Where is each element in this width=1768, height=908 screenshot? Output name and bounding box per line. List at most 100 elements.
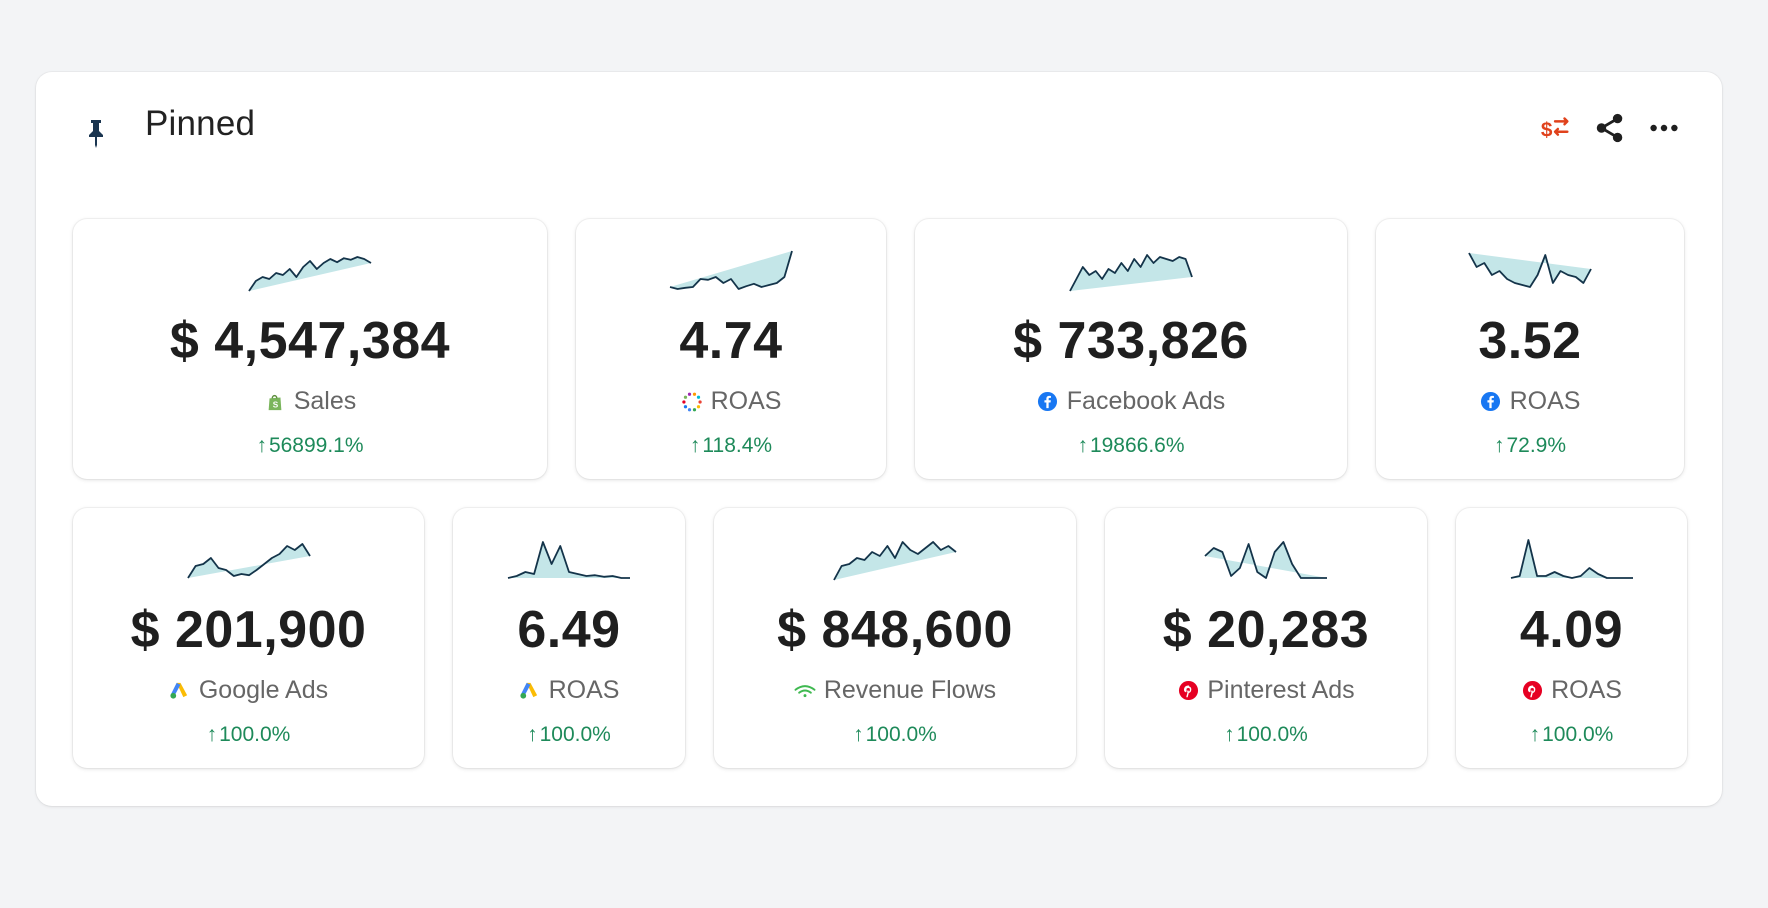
metric-label-row: Revenue Flows (794, 676, 996, 705)
sparkline-line (669, 250, 793, 290)
arrow-up-icon: ↑ (1529, 723, 1541, 746)
google-ads-icon (169, 680, 191, 702)
arrow-up-icon: ↑ (853, 723, 864, 746)
sparkline-line (186, 543, 311, 579)
metric-card-facebook-ads[interactable]: $ 733,826 Facebook Ads ↑ 19866.6% (915, 219, 1347, 479)
metric-label-row: ROAS (1521, 676, 1622, 705)
facebook-icon (1037, 391, 1059, 413)
arrow-up-icon: ↑ (206, 723, 218, 746)
svg-text:S: S (272, 400, 278, 409)
sparkline-area (508, 542, 630, 578)
metric-label: ROAS (1551, 676, 1622, 704)
metric-change: ↑ 100.0% (853, 723, 937, 747)
sparkline (1069, 254, 1193, 292)
more-icon[interactable] (1646, 110, 1682, 146)
sparkline-line (1069, 254, 1193, 292)
metric-label: Pinterest Ads (1207, 676, 1355, 704)
metric-label-row: ROAS (1480, 387, 1581, 416)
pinned-panel: Pinned $ (36, 72, 1722, 806)
metric-card-revenue-flows[interactable]: $ 848,600 Revenue Flows ↑ 100.0% (714, 508, 1076, 768)
metric-change-value: 100.0% (1236, 723, 1308, 746)
sparkline (833, 541, 957, 581)
cards-row-1: $ 4,547,384 S Sales ↑ 56899.1% 4.74 ROAS ↑ 118.… (73, 219, 1684, 479)
sparkline-line (833, 541, 957, 581)
sparkline (186, 543, 311, 579)
sparkline-area (249, 257, 371, 291)
shopify-icon: S (264, 391, 286, 413)
metric-change-value: 100.0% (539, 723, 611, 746)
sparkline-area (1469, 253, 1591, 287)
sparkline-line (1510, 539, 1633, 579)
sparkline-area (1070, 255, 1192, 291)
metric-label-row: Google Ads (169, 676, 328, 705)
metric-value: $ 20,283 (1162, 601, 1370, 659)
metric-label: Google Ads (198, 676, 329, 704)
sparkline-area (834, 542, 956, 580)
panel-title: Pinned (145, 104, 256, 143)
pinterest-icon (1177, 680, 1199, 702)
metric-change-value: 19866.6% (1089, 434, 1185, 457)
sparkline-area (670, 251, 792, 289)
arrow-up-icon: ↑ (256, 434, 267, 457)
metric-label-row: S Sales (264, 387, 357, 416)
metric-value: $ 4,547,384 (169, 312, 451, 370)
metric-value: $ 733,826 (1013, 312, 1249, 370)
metric-change-value: 100.0% (219, 723, 291, 746)
metric-value: 4.09 (1519, 601, 1624, 659)
metric-change: ↑ 118.4% (690, 434, 772, 458)
metric-label: Sales (293, 387, 357, 415)
sparkline (1204, 541, 1327, 579)
metric-label: ROAS (710, 387, 782, 415)
currency-swap-icon[interactable]: $ (1538, 110, 1574, 146)
sparkline (669, 250, 793, 290)
cards-row-2: $ 201,900 Google Ads ↑ 100.0% 6.49 ROAS ↑ 100.… (73, 508, 1687, 768)
sparkline (1468, 252, 1592, 288)
metric-change-value: 100.0% (865, 723, 937, 746)
sparkline-area (187, 544, 310, 578)
panel-header: Pinned $ (36, 72, 1722, 182)
blended-icon (681, 391, 703, 413)
share-icon[interactable] (1592, 110, 1628, 146)
sparkline-area (1205, 542, 1327, 578)
metric-label-row: ROAS (519, 676, 620, 705)
metric-card-pinterest-ads[interactable]: $ 20,283 Pinterest Ads ↑ 100.0% (1105, 508, 1427, 768)
metric-card-roas-google[interactable]: 6.49 ROAS ↑ 100.0% (453, 508, 685, 768)
header-actions: $ (1538, 110, 1682, 146)
metric-value: $ 201,900 (130, 601, 367, 659)
sparkline-line (507, 541, 630, 579)
metric-label: ROAS (548, 676, 620, 704)
metric-change: ↑ 72.9% (1494, 434, 1566, 458)
metric-card-roas-facebook[interactable]: 3.52 ROAS ↑ 72.9% (1376, 219, 1684, 479)
svg-text:$: $ (1541, 119, 1553, 142)
metric-change-value: 56899.1% (268, 434, 364, 457)
sparkline-line (1468, 252, 1592, 288)
metric-label: Facebook Ads (1066, 387, 1226, 415)
metric-value: 6.49 (517, 601, 621, 659)
metric-change-value: 100.0% (1542, 723, 1614, 746)
metric-card-sales[interactable]: $ 4,547,384 S Sales ↑ 56899.1% (73, 219, 547, 479)
metric-change: ↑ 100.0% (527, 723, 611, 747)
sparkline-line (248, 256, 372, 292)
metric-label-row: ROAS (681, 387, 782, 416)
pinterest-icon (1521, 680, 1543, 702)
metric-label-row: Facebook Ads (1037, 387, 1225, 416)
sparkline (248, 256, 372, 292)
arrow-up-icon: ↑ (1224, 723, 1235, 746)
metric-change-value: 72.9% (1506, 434, 1567, 457)
metric-change: ↑ 100.0% (1224, 723, 1308, 747)
metric-change: ↑ 100.0% (207, 723, 291, 747)
metric-label: ROAS (1509, 387, 1581, 415)
arrow-up-icon: ↑ (527, 723, 538, 746)
revenue-flows-icon (794, 680, 816, 702)
metric-card-roas-pinterest[interactable]: 4.09 ROAS ↑ 100.0% (1456, 508, 1687, 768)
arrow-up-icon: ↑ (1077, 434, 1088, 457)
metric-change: ↑ 56899.1% (256, 434, 363, 458)
metric-label-row: Pinterest Ads (1177, 676, 1355, 705)
pin-icon[interactable] (76, 112, 116, 152)
metric-card-google-ads[interactable]: $ 201,900 Google Ads ↑ 100.0% (73, 508, 424, 768)
metric-label: Revenue Flows (823, 676, 997, 704)
sparkline (1510, 539, 1633, 579)
arrow-up-icon: ↑ (689, 434, 701, 457)
sparkline-line (1204, 541, 1327, 579)
metric-card-roas-blended[interactable]: 4.74 ROAS ↑ 118.4% (576, 219, 886, 479)
